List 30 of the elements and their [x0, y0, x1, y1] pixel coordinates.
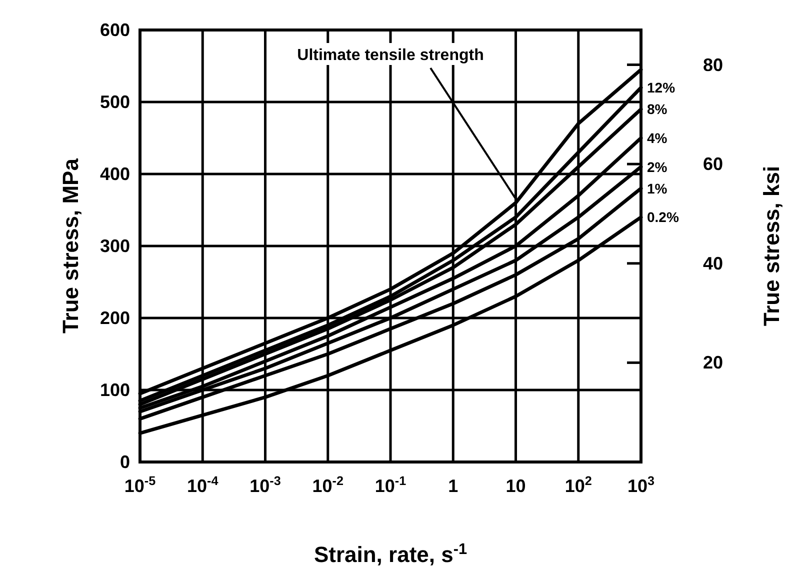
y2-tick-label: 40 [703, 253, 724, 274]
y-tick-label: 600 [100, 20, 130, 40]
y-tick-label: 500 [100, 92, 130, 112]
y2-tick-label: 80 [703, 54, 724, 75]
x-tick-label: 10$^{-5}$ [124, 474, 156, 496]
legend-label: 12% [647, 80, 676, 96]
y-tick-label: 200 [100, 308, 130, 328]
y-axis-title: True stress, MPa [58, 158, 83, 334]
x-axis-title: Strain, rate, s$^{-1}$ [314, 540, 468, 567]
x-tick-label: 10$^{-4}$ [187, 474, 218, 496]
x-tick-label: 1 [448, 476, 458, 496]
y-tick-label: 0 [120, 452, 130, 472]
series-label: 1% [647, 180, 668, 196]
x-tick-label: 10$^{3}$ [627, 474, 655, 496]
y-tick-label: 400 [100, 164, 130, 184]
x-tick-label: 10$^{-1}$ [374, 474, 406, 496]
y-tick-label: 100 [100, 380, 130, 400]
y-tick-label: 300 [100, 236, 130, 256]
x-tick-label: 10 [506, 476, 526, 496]
series-label: 8% [647, 101, 668, 118]
x-tick-label: 10$^{-3}$ [250, 474, 281, 496]
series-label: 4% [647, 130, 668, 146]
y2-tick-label: 60 [703, 154, 724, 174]
series-label: 0.2% [647, 209, 680, 226]
x-tick-label: 10$^{-2}$ [312, 474, 344, 496]
y2-tick-label: 20 [703, 352, 724, 373]
y2-axis-title: True stress, ksi [759, 166, 784, 326]
text: Ultimate tensile strength [297, 47, 484, 64]
x-tick-label: 10$^{2}$ [564, 474, 592, 496]
legend-label: 2% [647, 158, 668, 175]
